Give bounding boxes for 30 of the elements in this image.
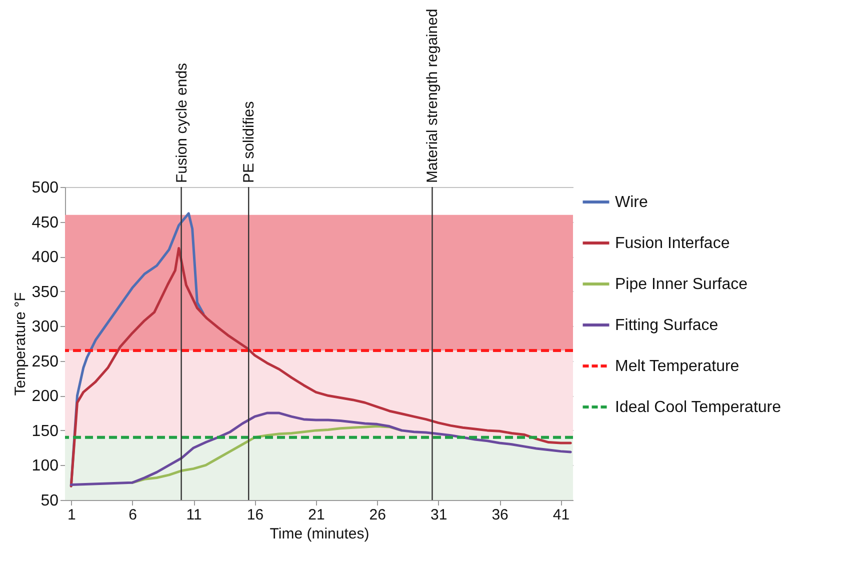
x-tick-label: 21 xyxy=(308,506,325,524)
y-tick-label: 150 xyxy=(32,422,59,440)
legend-label: Fusion Interface xyxy=(615,235,730,252)
y-tick-label: 500 xyxy=(32,180,59,196)
ref-line-label: Material strength regained xyxy=(424,8,442,183)
x-tick-label: 1 xyxy=(67,506,76,524)
y-tick-label: 250 xyxy=(32,353,59,370)
x-tick-label: 26 xyxy=(369,506,386,524)
x-tick-label: 11 xyxy=(186,506,202,524)
x-axis-title: Time (minutes) xyxy=(270,526,370,542)
y-tick-label: 300 xyxy=(32,318,59,336)
x-tick-label: 41 xyxy=(552,506,570,524)
x-tick-label: 6 xyxy=(128,506,137,524)
legend-label: Ideal Cool Temperature xyxy=(615,399,782,416)
legend-label: Fitting Surface xyxy=(615,317,718,334)
legend-label: Wire xyxy=(615,194,648,211)
y-tick-label: 350 xyxy=(32,284,59,301)
x-tick-label: 16 xyxy=(246,506,264,524)
y-tick-label: 100 xyxy=(32,458,59,475)
y-tick-label: 50 xyxy=(40,492,59,510)
legend-label: Melt Temperature xyxy=(615,358,740,375)
legend-label: Pipe Inner Surface xyxy=(615,276,748,293)
y-axis-title: Temperature °F xyxy=(12,292,29,396)
ref-line-label: Fusion cycle ends xyxy=(173,62,190,183)
y-tick-label: 450 xyxy=(32,214,59,232)
y-tick-label: 400 xyxy=(32,249,59,266)
x-tick-label: 36 xyxy=(492,506,508,524)
x-tick-label: 31 xyxy=(430,506,448,524)
ref-line-label: PE solidifies xyxy=(240,101,258,183)
y-tick-label: 200 xyxy=(32,388,59,406)
